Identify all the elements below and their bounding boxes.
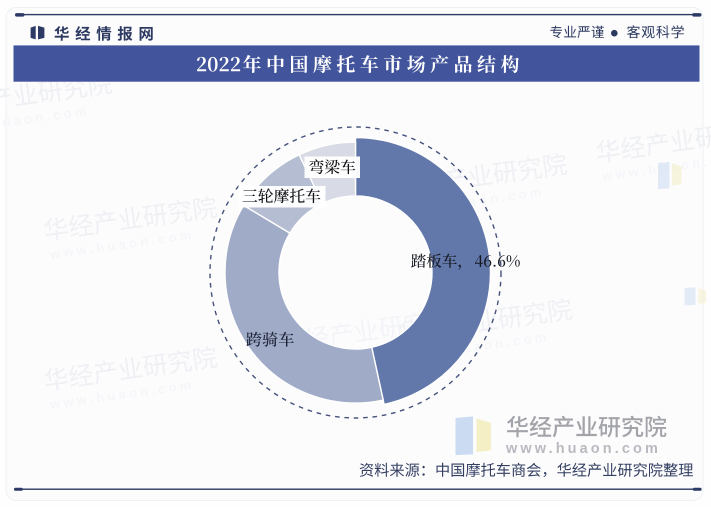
svg-text:www.huaon.com: www.huaon.com (505, 441, 661, 457)
